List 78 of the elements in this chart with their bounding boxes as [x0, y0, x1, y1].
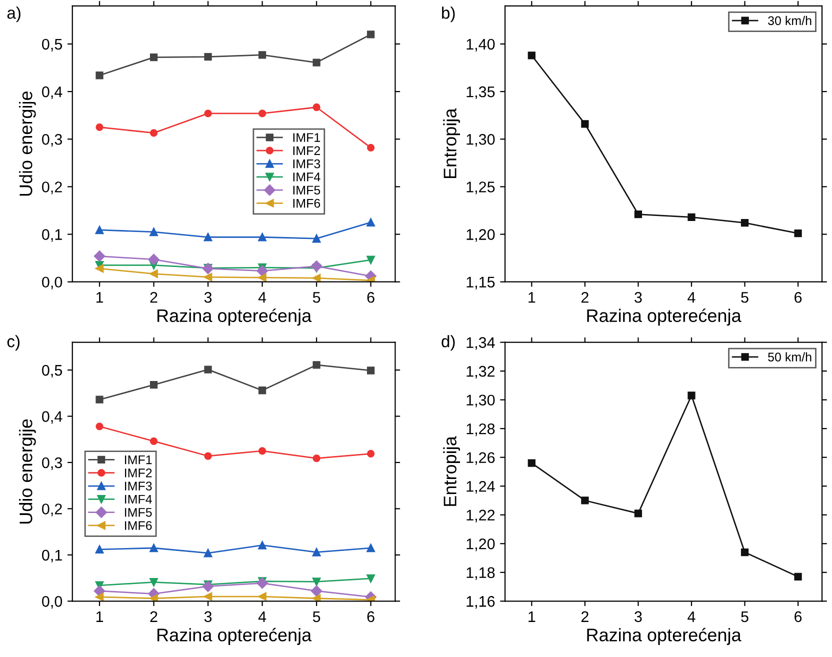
x-tick-label: 3: [634, 611, 642, 622]
legend-label: IMF3: [124, 482, 152, 491]
chart-title: b): [442, 6, 455, 22]
x-tick-label: 6: [367, 292, 374, 303]
y-tick-label: 0,4: [42, 411, 62, 424]
y-tick-label: 1,15: [466, 276, 495, 290]
legend-label: IMF4: [293, 172, 320, 182]
legend-label: 30 km/h: [768, 16, 812, 26]
x-tick-label: 2: [581, 611, 588, 622]
legend-label: IMF3: [293, 159, 320, 168]
x-tick-label: 3: [204, 611, 212, 622]
y-tick-label: 1,18: [466, 567, 495, 580]
y-tick-label: 1,30: [466, 134, 495, 147]
y-tick-label: 0,4: [42, 86, 62, 100]
x-tick-label: 6: [794, 292, 802, 303]
legend-label: IMF5: [293, 186, 320, 195]
legend-label: IMF1: [124, 455, 152, 464]
y-tick-label: 1,20: [466, 538, 495, 552]
chart-title: c): [7, 335, 20, 351]
y-tick-label: 1,16: [466, 596, 495, 609]
x-tick-label: 1: [528, 611, 536, 622]
y-tick-label: 0,1: [42, 550, 62, 562]
x-tick-label: 1: [96, 611, 104, 622]
x-tick-label: 6: [794, 611, 802, 622]
x-tick-label: 2: [150, 611, 158, 622]
y-axis-title: Udio energije: [19, 419, 36, 524]
legend-label: IMF2: [293, 146, 320, 155]
x-tick-label: 3: [634, 292, 642, 303]
legend-label: IMF5: [124, 508, 152, 517]
x-axis-title: Razina opterećenja: [587, 308, 742, 326]
x-tick-label: 5: [741, 292, 748, 303]
x-tick-label: 4: [688, 611, 696, 622]
y-tick-label: 0,2: [42, 504, 62, 516]
y-tick-label: 1,28: [466, 423, 495, 436]
y-tick-label: 0,0: [42, 596, 62, 609]
x-tick-label: 5: [741, 611, 748, 622]
y-tick-label: 1,20: [466, 229, 495, 242]
x-tick-label: 6: [367, 611, 374, 622]
legend-label: IMF6: [124, 521, 152, 530]
y-tick-label: 0,5: [42, 38, 62, 52]
chart-title: a): [7, 6, 20, 22]
y-tick-label: 1,22: [466, 510, 495, 522]
y-axis-title: Entropija: [443, 108, 460, 178]
y-tick-label: 0,2: [42, 182, 62, 194]
legend-label: 50 km/h: [768, 352, 812, 362]
y-axis-title: Udio energije: [19, 91, 36, 196]
legend-label: IMF6: [293, 198, 320, 208]
y-tick-label: 0,5: [42, 364, 62, 378]
x-tick-label: 2: [150, 292, 158, 303]
y-axis-title: Entropija: [443, 436, 460, 506]
y-tick-label: 1,30: [466, 394, 495, 408]
y-tick-label: 1,24: [466, 480, 495, 494]
x-tick-label: 5: [312, 292, 320, 303]
y-tick-label: 1,34: [466, 337, 495, 350]
x-tick-label: 4: [688, 292, 696, 303]
legend-label: IMF1: [293, 133, 320, 142]
y-tick-label: 1,26: [466, 452, 495, 465]
y-tick-label: 0,0: [42, 276, 62, 290]
x-axis-title: Razina opterećenja: [157, 628, 312, 645]
chart-title: d): [442, 335, 455, 351]
y-tick-label: 1,40: [466, 38, 495, 52]
x-tick-label: 5: [312, 611, 320, 622]
x-tick-label: 3: [204, 292, 212, 303]
y-tick-label: 0,1: [42, 229, 62, 242]
x-tick-label: 1: [96, 292, 104, 303]
y-tick-label: 0,3: [42, 134, 62, 147]
y-tick-label: 1,35: [466, 86, 495, 100]
y-tick-label: 0,3: [42, 457, 62, 470]
x-axis-title: Razina opterećenja: [587, 628, 742, 645]
x-tick-label: 4: [258, 611, 266, 622]
y-tick-label: 1,25: [466, 182, 495, 194]
legend-label: IMF4: [124, 494, 152, 504]
x-tick-label: 2: [581, 292, 588, 303]
x-tick-label: 1: [528, 292, 536, 303]
x-axis-title: Razina opterećenja: [157, 308, 312, 326]
legend-label: IMF2: [124, 468, 152, 478]
x-tick-label: 4: [258, 292, 266, 303]
y-tick-label: 1,32: [466, 366, 495, 379]
